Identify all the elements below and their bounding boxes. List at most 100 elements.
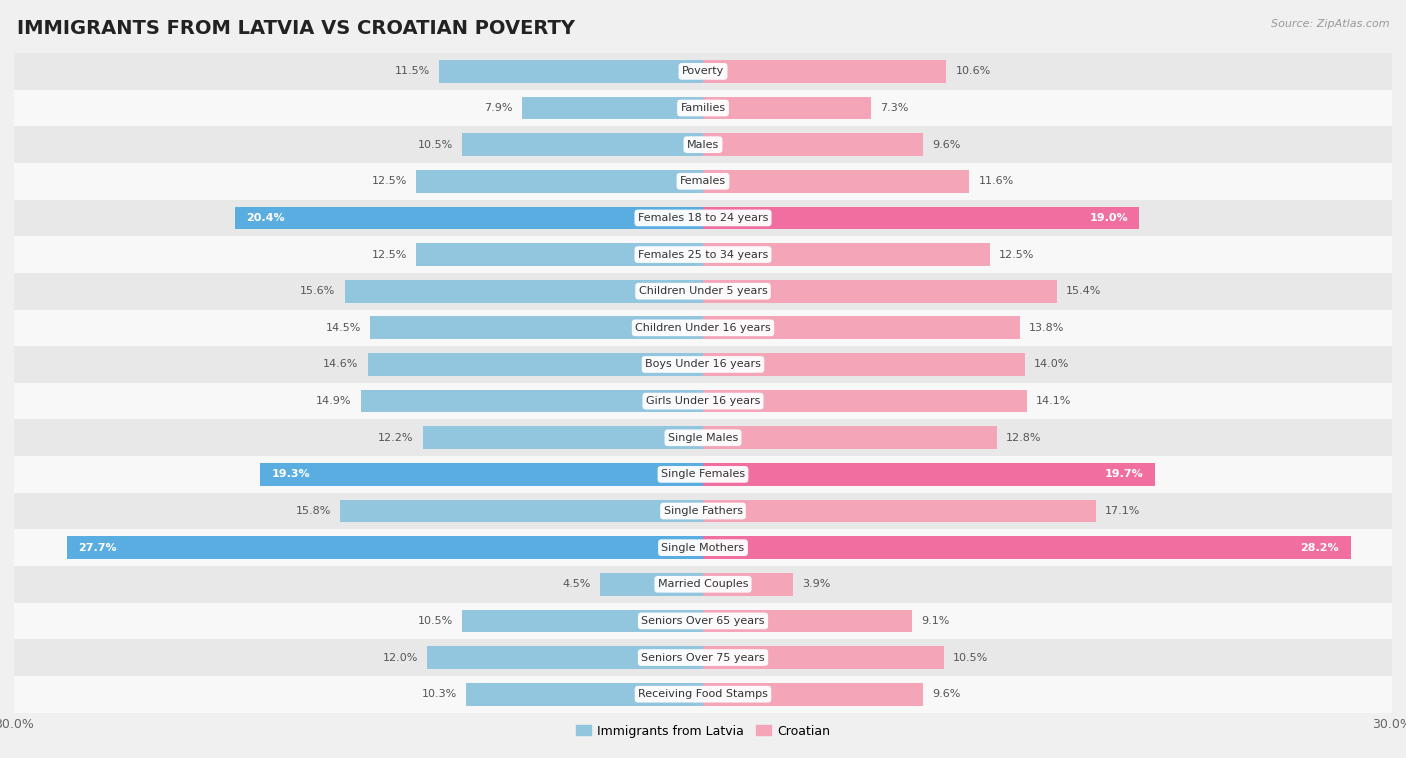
Bar (340, 500, 703, 522)
Text: 19.0%: 19.0% (1090, 213, 1128, 223)
Text: 14.5%: 14.5% (325, 323, 361, 333)
Text: 11.5%: 11.5% (395, 67, 430, 77)
Bar (14, 127, 1392, 163)
Text: Girls Under 16 years: Girls Under 16 years (645, 396, 761, 406)
Text: 12.2%: 12.2% (378, 433, 413, 443)
Bar (703, 133, 924, 156)
Text: 7.3%: 7.3% (880, 103, 908, 113)
Text: 14.0%: 14.0% (1033, 359, 1069, 369)
Text: 12.0%: 12.0% (382, 653, 418, 662)
Text: 27.7%: 27.7% (79, 543, 117, 553)
Legend: Immigrants from Latvia, Croatian: Immigrants from Latvia, Croatian (571, 719, 835, 743)
Bar (14, 89, 1392, 127)
Text: 12.5%: 12.5% (1000, 249, 1035, 259)
Bar (14, 493, 1392, 529)
Bar (599, 573, 703, 596)
Bar (703, 317, 1019, 339)
Bar (14, 199, 1392, 236)
Text: Receiving Food Stamps: Receiving Food Stamps (638, 689, 768, 699)
Text: 19.7%: 19.7% (1105, 469, 1144, 479)
Text: 10.5%: 10.5% (953, 653, 988, 662)
Bar (14, 383, 1392, 419)
Bar (14, 419, 1392, 456)
Bar (416, 243, 703, 266)
Text: 12.5%: 12.5% (371, 249, 406, 259)
Text: Boys Under 16 years: Boys Under 16 years (645, 359, 761, 369)
Bar (14, 273, 1392, 309)
Text: 15.6%: 15.6% (301, 287, 336, 296)
Text: 19.3%: 19.3% (271, 469, 309, 479)
Text: 7.9%: 7.9% (484, 103, 512, 113)
Text: 3.9%: 3.9% (801, 579, 830, 589)
Text: 15.8%: 15.8% (295, 506, 330, 516)
Text: 14.6%: 14.6% (323, 359, 359, 369)
Text: 12.8%: 12.8% (1007, 433, 1042, 443)
Bar (235, 207, 703, 229)
Text: Source: ZipAtlas.com: Source: ZipAtlas.com (1271, 19, 1389, 29)
Text: Poverty: Poverty (682, 67, 724, 77)
Bar (703, 280, 1057, 302)
Bar (703, 647, 945, 669)
Text: 20.4%: 20.4% (246, 213, 284, 223)
Bar (14, 456, 1392, 493)
Bar (439, 60, 703, 83)
Bar (703, 243, 990, 266)
Text: 14.9%: 14.9% (316, 396, 352, 406)
Bar (416, 170, 703, 193)
Text: 9.6%: 9.6% (932, 689, 962, 699)
Text: Females 25 to 34 years: Females 25 to 34 years (638, 249, 768, 259)
Text: Children Under 5 years: Children Under 5 years (638, 287, 768, 296)
Bar (14, 346, 1392, 383)
Text: Single Males: Single Males (668, 433, 738, 443)
Text: Males: Males (688, 139, 718, 149)
Text: Children Under 16 years: Children Under 16 years (636, 323, 770, 333)
Text: 15.4%: 15.4% (1066, 287, 1101, 296)
Bar (260, 463, 703, 486)
Bar (14, 676, 1392, 713)
Bar (361, 390, 703, 412)
Bar (370, 317, 703, 339)
Bar (14, 163, 1392, 199)
Bar (461, 609, 703, 632)
Bar (703, 683, 924, 706)
Bar (14, 236, 1392, 273)
Text: Seniors Over 75 years: Seniors Over 75 years (641, 653, 765, 662)
Text: 9.6%: 9.6% (932, 139, 962, 149)
Bar (703, 537, 1351, 559)
Text: Seniors Over 65 years: Seniors Over 65 years (641, 616, 765, 626)
Bar (467, 683, 703, 706)
Text: Single Females: Single Females (661, 469, 745, 479)
Text: 10.3%: 10.3% (422, 689, 457, 699)
Text: 14.1%: 14.1% (1036, 396, 1071, 406)
Text: 13.8%: 13.8% (1029, 323, 1064, 333)
Text: 10.5%: 10.5% (418, 139, 453, 149)
Bar (423, 427, 703, 449)
Text: Married Couples: Married Couples (658, 579, 748, 589)
Bar (427, 647, 703, 669)
Bar (703, 573, 793, 596)
Bar (368, 353, 703, 376)
Bar (703, 353, 1025, 376)
Bar (703, 609, 912, 632)
Bar (14, 566, 1392, 603)
Text: 10.5%: 10.5% (418, 616, 453, 626)
Bar (14, 639, 1392, 676)
Text: IMMIGRANTS FROM LATVIA VS CROATIAN POVERTY: IMMIGRANTS FROM LATVIA VS CROATIAN POVER… (17, 19, 575, 38)
Text: 10.6%: 10.6% (956, 67, 991, 77)
Bar (461, 133, 703, 156)
Bar (14, 53, 1392, 89)
Bar (703, 170, 969, 193)
Bar (522, 97, 703, 119)
Bar (67, 537, 703, 559)
Text: 11.6%: 11.6% (979, 177, 1014, 186)
Text: 12.5%: 12.5% (371, 177, 406, 186)
Bar (703, 463, 1156, 486)
Text: Females: Females (681, 177, 725, 186)
Text: Females 18 to 24 years: Females 18 to 24 years (638, 213, 768, 223)
Text: Single Fathers: Single Fathers (664, 506, 742, 516)
Bar (703, 390, 1026, 412)
Bar (703, 500, 1095, 522)
Text: 28.2%: 28.2% (1301, 543, 1339, 553)
Bar (14, 529, 1392, 566)
Text: Single Mothers: Single Mothers (661, 543, 745, 553)
